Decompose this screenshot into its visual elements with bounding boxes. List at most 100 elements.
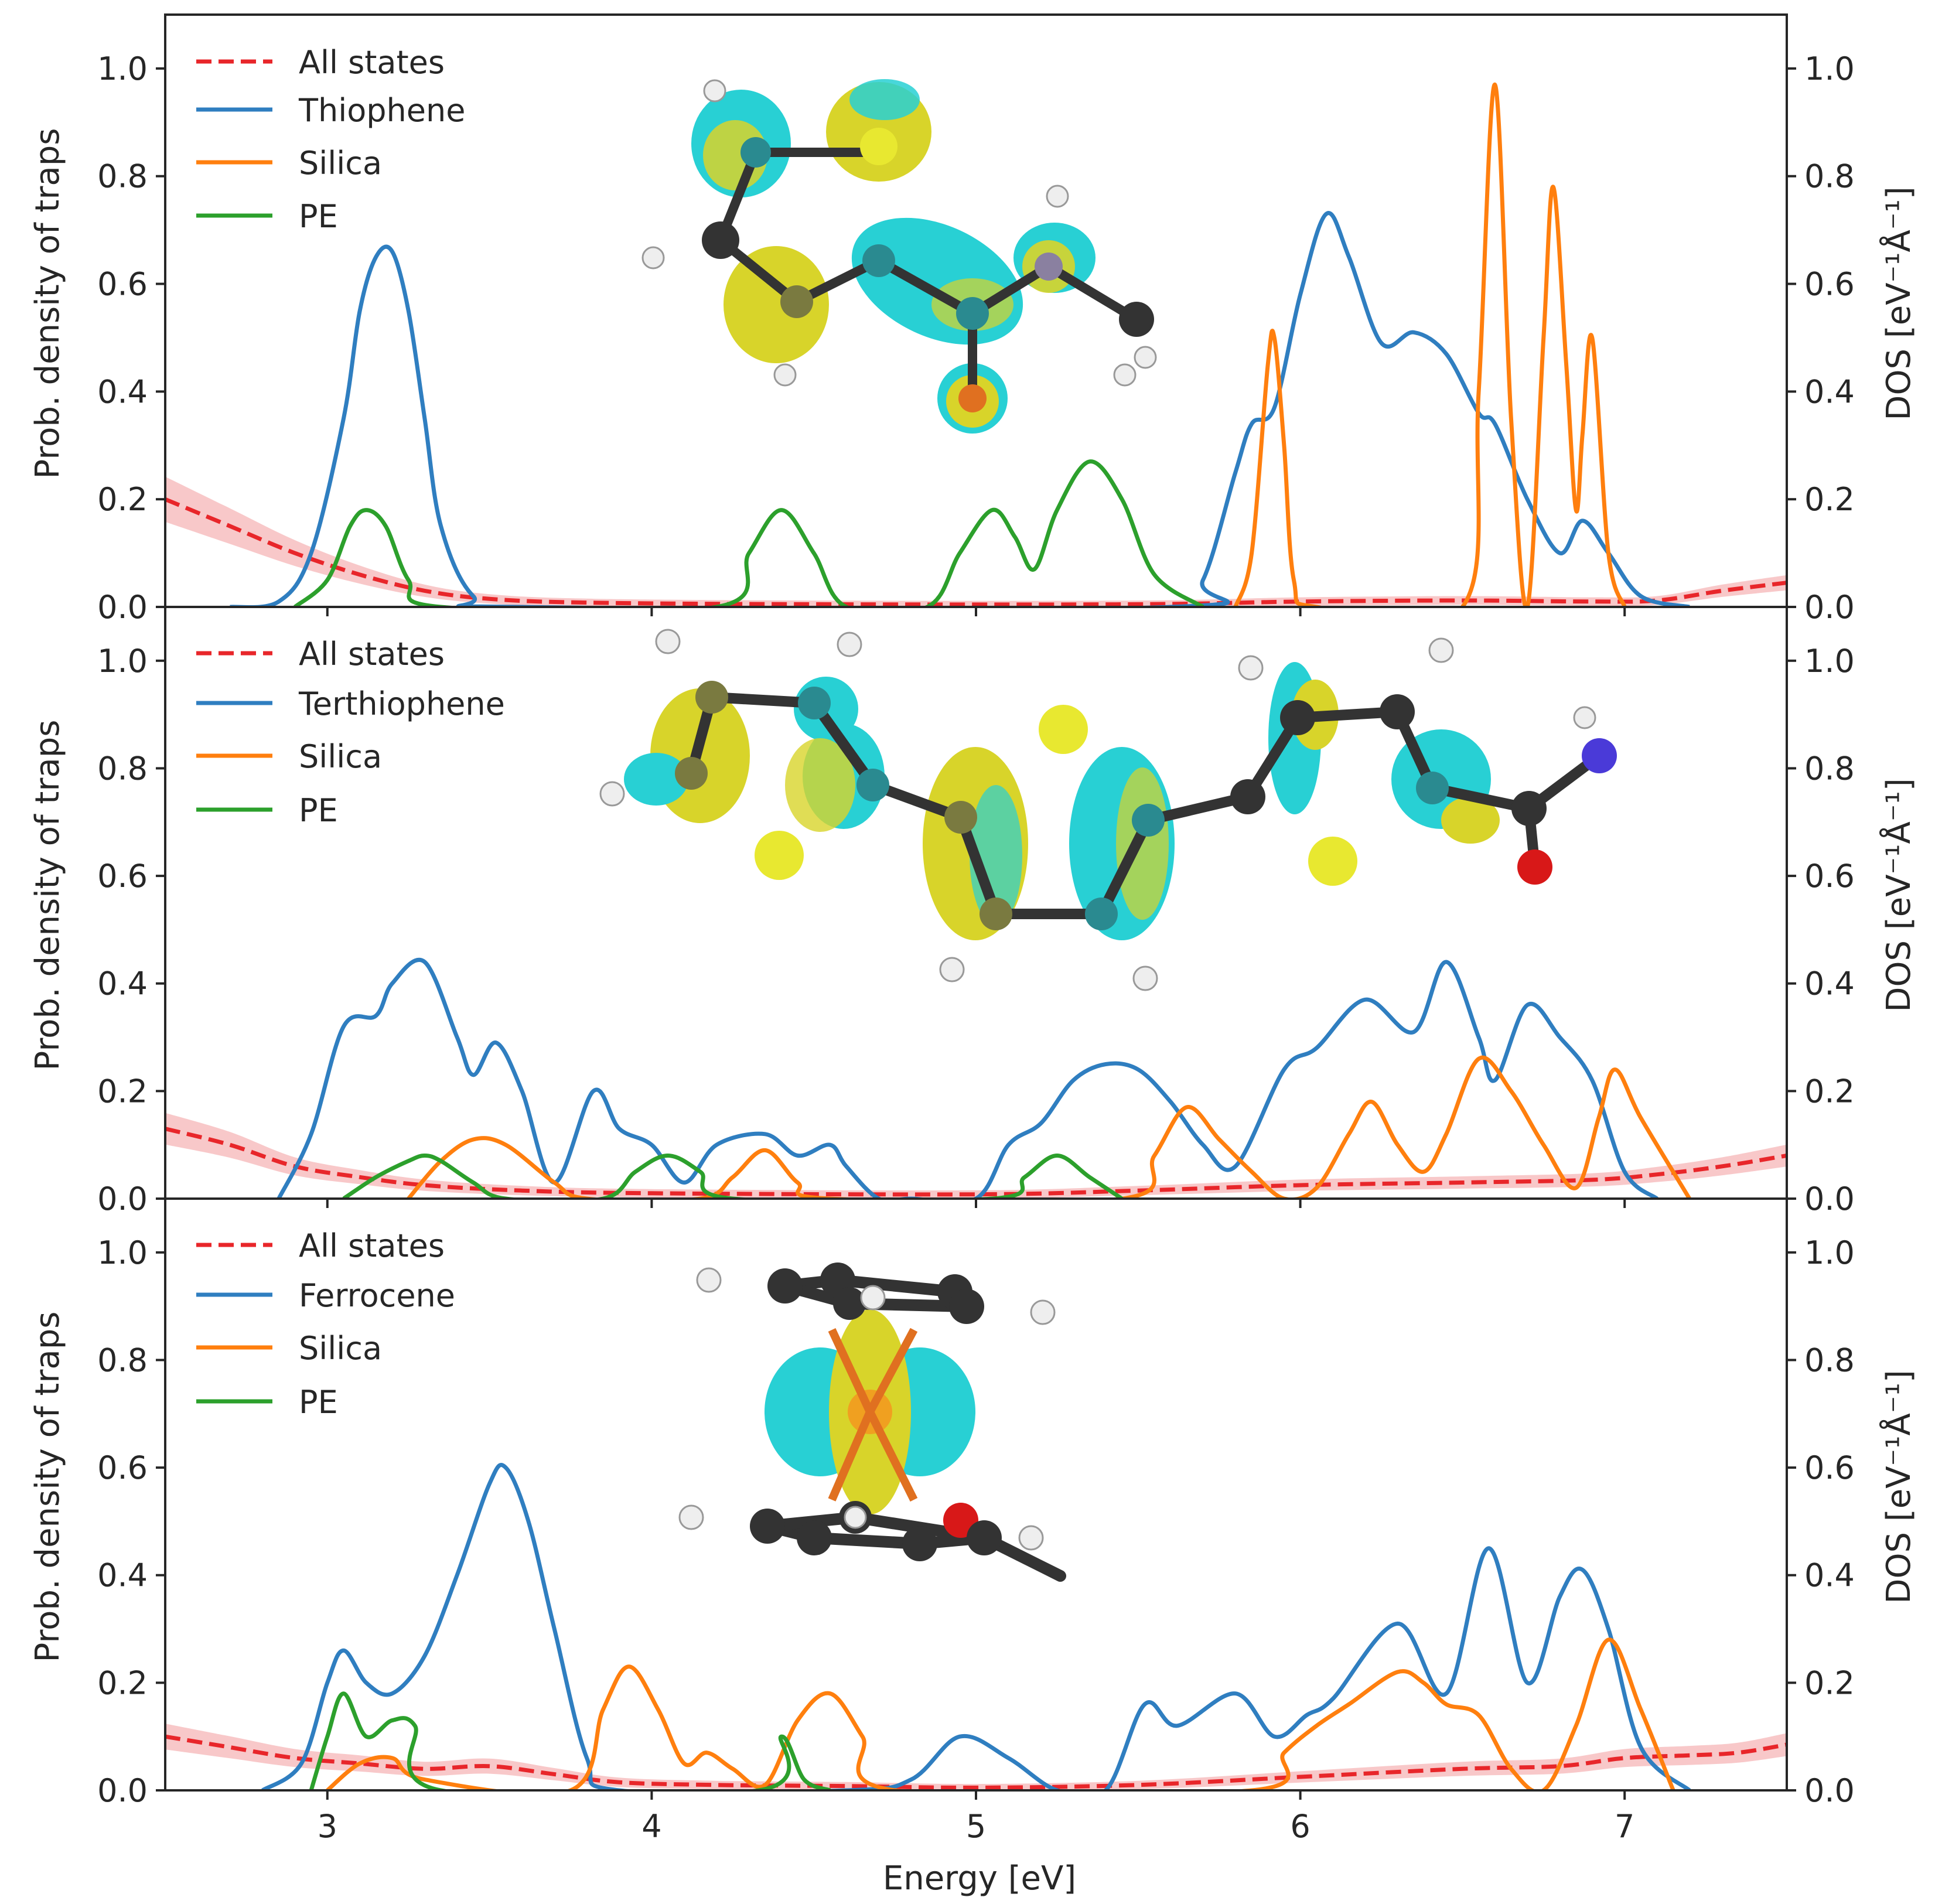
carbon-atom [944,801,977,834]
y-tick-label-right: 0.6 [1804,1449,1855,1486]
carbon-atom [675,757,708,790]
hydrogen-atom [1428,637,1454,663]
series-line-ferrocene [261,1463,1691,1790]
y-tick-label-right: 0.0 [1804,589,1855,626]
y-tick-label-right: 0.8 [1804,1342,1855,1378]
carbon-atom [902,1526,937,1561]
legend-top: All states Thiophene Silica PE [196,44,465,235]
hydrogen-atom [696,1267,722,1293]
y-tick-label-left: 0.0 [97,1772,148,1809]
hydrogen-atom [1238,655,1264,681]
carbon-atom [1230,779,1265,814]
carbon-atom [833,1287,866,1320]
hydrogen-atom [1030,1299,1056,1325]
thiophene-molecule-inset [641,79,1157,434]
hydrogen-atom [939,957,965,982]
legend-label: PE [299,198,338,235]
y-tick-label-left: 0.8 [97,750,148,787]
legend-label: All states [299,44,445,81]
sulfur-atom [755,831,804,880]
carbon-atom [1119,302,1154,337]
isosurface-lobe [1441,797,1500,844]
y-tick-label-left: 0.4 [97,373,148,410]
carbon-atom [856,769,889,801]
carbon-atom [1085,898,1118,930]
carbon-atom [956,297,989,330]
oxygen-atom [958,384,987,412]
y-tick-label-left: 0.0 [97,1180,148,1217]
y-tick-label-left: 0.4 [97,1557,148,1594]
x-tick-label: 3 [318,1808,337,1845]
hydrogen-atom [1132,965,1158,991]
y-tick-label-left: 0.2 [97,1073,148,1110]
hydrogen-atom [1046,185,1069,208]
hydrogen-atom [1018,1525,1044,1551]
series-line-silica [407,1055,1691,1199]
y-tick-label-right: 0.2 [1804,1073,1855,1110]
series-line-all-states [165,1734,1787,1790]
y-tick-label-left: 0.2 [97,1664,148,1701]
carbon-atom [1132,804,1165,837]
y-tick-label-right: 1.0 [1804,1234,1855,1271]
all-states-uncertainty-band [165,1724,1787,1790]
hydrogen-atom [844,1506,867,1529]
hydrogen-atom [703,79,726,103]
hydrogen-atom [1573,706,1596,729]
legend-label: PE [299,1384,338,1421]
y-tick-label-left: 0.0 [97,589,148,626]
series-line-silica [326,1637,1675,1790]
carbon-atom [1511,791,1547,826]
sulfur-atom [860,128,897,165]
isosurface-lobe [849,79,920,120]
y-tick-label-right: 0.0 [1804,1772,1855,1809]
sulfur-atom [1039,705,1088,754]
carbon-atom [1380,694,1415,729]
y-tick-label-right: 0.6 [1804,266,1855,303]
legend-label: Silica [299,145,382,182]
y-tick-label-right: 0.6 [1804,858,1855,895]
hydrogen-atom [773,363,797,387]
y-tick-label-right: 0.2 [1804,481,1855,518]
plot-area-bottom: 0.0 0.0 0.2 0.2 0.4 0.4 0.6 0.6 0.8 0.8 1.0 1.0 3 4 5 6… [97,1197,1855,1845]
series-line-pe [309,1691,831,1790]
series-line-silica [1233,82,1627,607]
carbon-atom [695,681,728,714]
carbon-atom [949,1289,984,1324]
y-tick-label-left: 0.2 [97,481,148,518]
y-tick-label-right: 0.2 [1804,1664,1855,1701]
y-tick-label-right: 0.4 [1804,373,1855,410]
series-group [165,82,1787,607]
legend-middle: All states Terthiophene Silica PE [196,636,505,829]
y-tick-label-right: 0.0 [1804,1180,1855,1217]
oxygen-atom [1517,849,1552,885]
legend-label: Silica [299,738,382,775]
carbon-atom [1280,700,1315,735]
carbon-atom [862,244,895,277]
carbon-atom [740,137,771,168]
legend-label: All states [299,636,445,673]
series-group [165,1463,1787,1790]
terthiophene-molecule-inset [599,629,1617,991]
hydrogen-atom [1113,363,1137,387]
panel-middle: 0.0 0.0 0.2 0.2 0.4 0.4 0.6 0.6 0.8 0.8 1.0 1.0 [29,606,1918,1217]
iron-bonds [828,1328,918,1502]
carbon-atom [1416,772,1449,804]
isosurface-lobe [785,738,855,832]
carbon-atom [702,221,739,259]
y-tick-label-left: 0.4 [97,965,148,1002]
legend-label: All states [299,1227,445,1264]
y-tick-label-left: 0.8 [97,158,148,195]
carbon-atom [767,1268,803,1304]
y-axis-label-right: DOS [eV⁻¹Å⁻¹] [1879,186,1918,420]
hydrogen-atom [641,246,665,269]
series-line-all-states [165,497,1787,607]
y-tick-label-left: 0.6 [97,266,148,303]
panel-top: 0.0 0.0 0.2 0.2 0.4 0.4 0.6 0.6 0.8 0.8 1.0 1.0 [29,13,1918,626]
legend-label: Ferrocene [299,1277,455,1314]
legend-bottom: All states Ferrocene Silica PE [196,1227,455,1421]
y-tick-label-right: 0.8 [1804,158,1855,195]
hydrogen-atom [860,1285,886,1311]
ferrocene-molecule-inset [678,1262,1066,1582]
y-tick-label-left: 1.0 [97,50,148,87]
